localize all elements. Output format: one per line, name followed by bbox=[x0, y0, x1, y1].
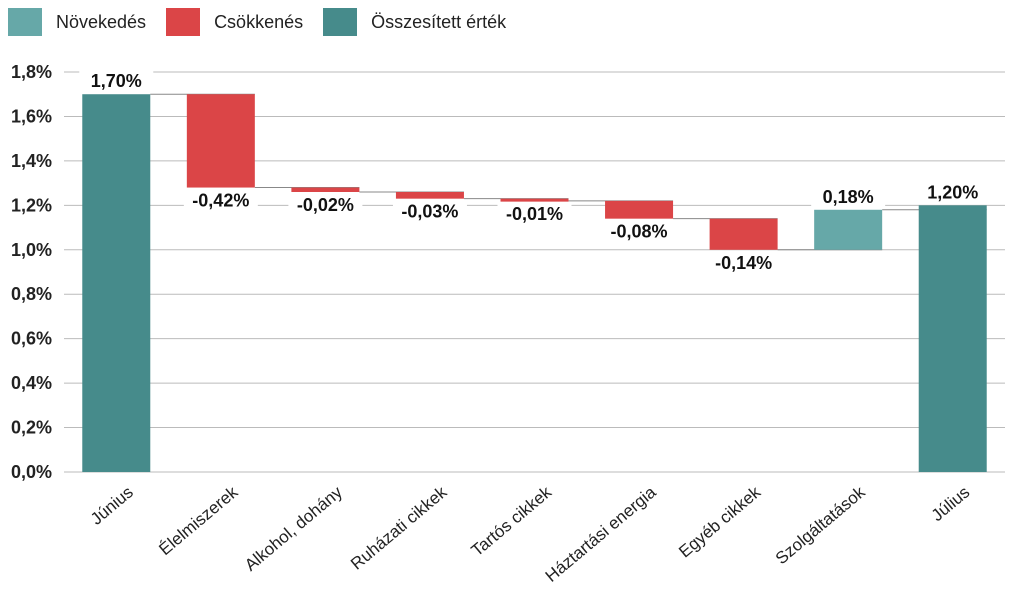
chart-legend: Növekedés Csökkenés Összesített érték bbox=[8, 8, 526, 36]
data-label-4: -0,03% bbox=[401, 202, 458, 222]
data-label-5: -0,01% bbox=[506, 204, 563, 224]
y-tick-label: 0,8% bbox=[11, 284, 52, 304]
data-label-8: 0,18% bbox=[823, 187, 874, 207]
data-label-bg bbox=[183, 188, 258, 213]
category-label-2: Élelmiszerek bbox=[155, 482, 241, 559]
bar-7 bbox=[709, 218, 778, 250]
legend-swatch-decrease bbox=[166, 8, 201, 36]
data-label-bg bbox=[392, 199, 467, 224]
bar-8 bbox=[814, 209, 883, 250]
y-tick-label: 1,8% bbox=[11, 62, 52, 82]
data-label-bg bbox=[79, 69, 154, 94]
bar-layer bbox=[82, 94, 987, 473]
y-tick-label: 0,4% bbox=[11, 373, 52, 393]
y-tick-label: 1,2% bbox=[11, 195, 52, 215]
legend-label-increase: Növekedés bbox=[56, 11, 147, 32]
category-label-9: Július bbox=[928, 483, 974, 525]
y-tick-label: 1,6% bbox=[11, 106, 52, 126]
category-label-1: Június bbox=[87, 483, 137, 529]
category-label-3: Alkohol, dohány bbox=[241, 482, 346, 575]
data-label-bg bbox=[602, 219, 677, 244]
legend-label-decrease: Csökkenés bbox=[214, 11, 304, 32]
bar-4 bbox=[395, 192, 464, 199]
data-label-6: -0,08% bbox=[611, 222, 668, 242]
bar-6 bbox=[605, 200, 674, 219]
data-label-bg bbox=[288, 193, 363, 217]
data-label-2: -0,42% bbox=[192, 191, 249, 211]
bar-1 bbox=[82, 94, 151, 472]
bar-5 bbox=[500, 198, 569, 202]
category-label-6: Háztartási energia bbox=[542, 482, 660, 586]
data-label-bg bbox=[811, 184, 886, 209]
y-tick-label: 1,0% bbox=[11, 240, 52, 260]
legend-swatch-increase bbox=[8, 8, 42, 36]
category-label-4: Ruházati cikkek bbox=[347, 482, 451, 573]
legend-label-total: Összesített érték bbox=[371, 11, 507, 32]
data-label-bg bbox=[915, 180, 990, 205]
y-tick-label: 0,6% bbox=[11, 329, 52, 349]
legend-swatch-total bbox=[323, 8, 358, 36]
category-label-8: Szolgáltatások bbox=[772, 482, 869, 568]
x-axis-labels: Június Élelmiszerek Alkohol, dohány Ruházat… bbox=[87, 482, 973, 586]
y-tick-label: 0,0% bbox=[11, 462, 52, 482]
bar-2 bbox=[186, 94, 255, 188]
bar-9 bbox=[918, 205, 987, 473]
bar-3 bbox=[291, 187, 360, 192]
category-label-7: Egyéb cikkek bbox=[675, 482, 764, 561]
y-tick-label: 1,4% bbox=[11, 151, 52, 171]
data-label-layer: 1,70% -0,42% -0,02% -0,03% -0,01% -0,08% -0,14… bbox=[79, 69, 990, 275]
data-label-7: -0,14% bbox=[715, 253, 772, 273]
category-label-5: Tartós cikkek bbox=[468, 482, 556, 560]
data-label-bg bbox=[706, 250, 781, 275]
data-label-1: 1,70% bbox=[91, 71, 142, 91]
y-axis-ticks: 0,0% 0,2% 0,4% 0,6% 0,8% 1,0% 1,2% 1,4% 1,6% 1,8% bbox=[11, 62, 52, 482]
data-label-3: -0,02% bbox=[297, 195, 354, 215]
legend-item-decrease: Csökkenés bbox=[166, 8, 303, 36]
legend-item-total: Összesített érték bbox=[323, 8, 506, 36]
y-tick-label: 0,2% bbox=[11, 418, 52, 438]
data-label-9: 1,20% bbox=[927, 182, 978, 202]
legend-item-increase: Növekedés bbox=[8, 8, 146, 36]
data-label-bg bbox=[497, 201, 572, 226]
